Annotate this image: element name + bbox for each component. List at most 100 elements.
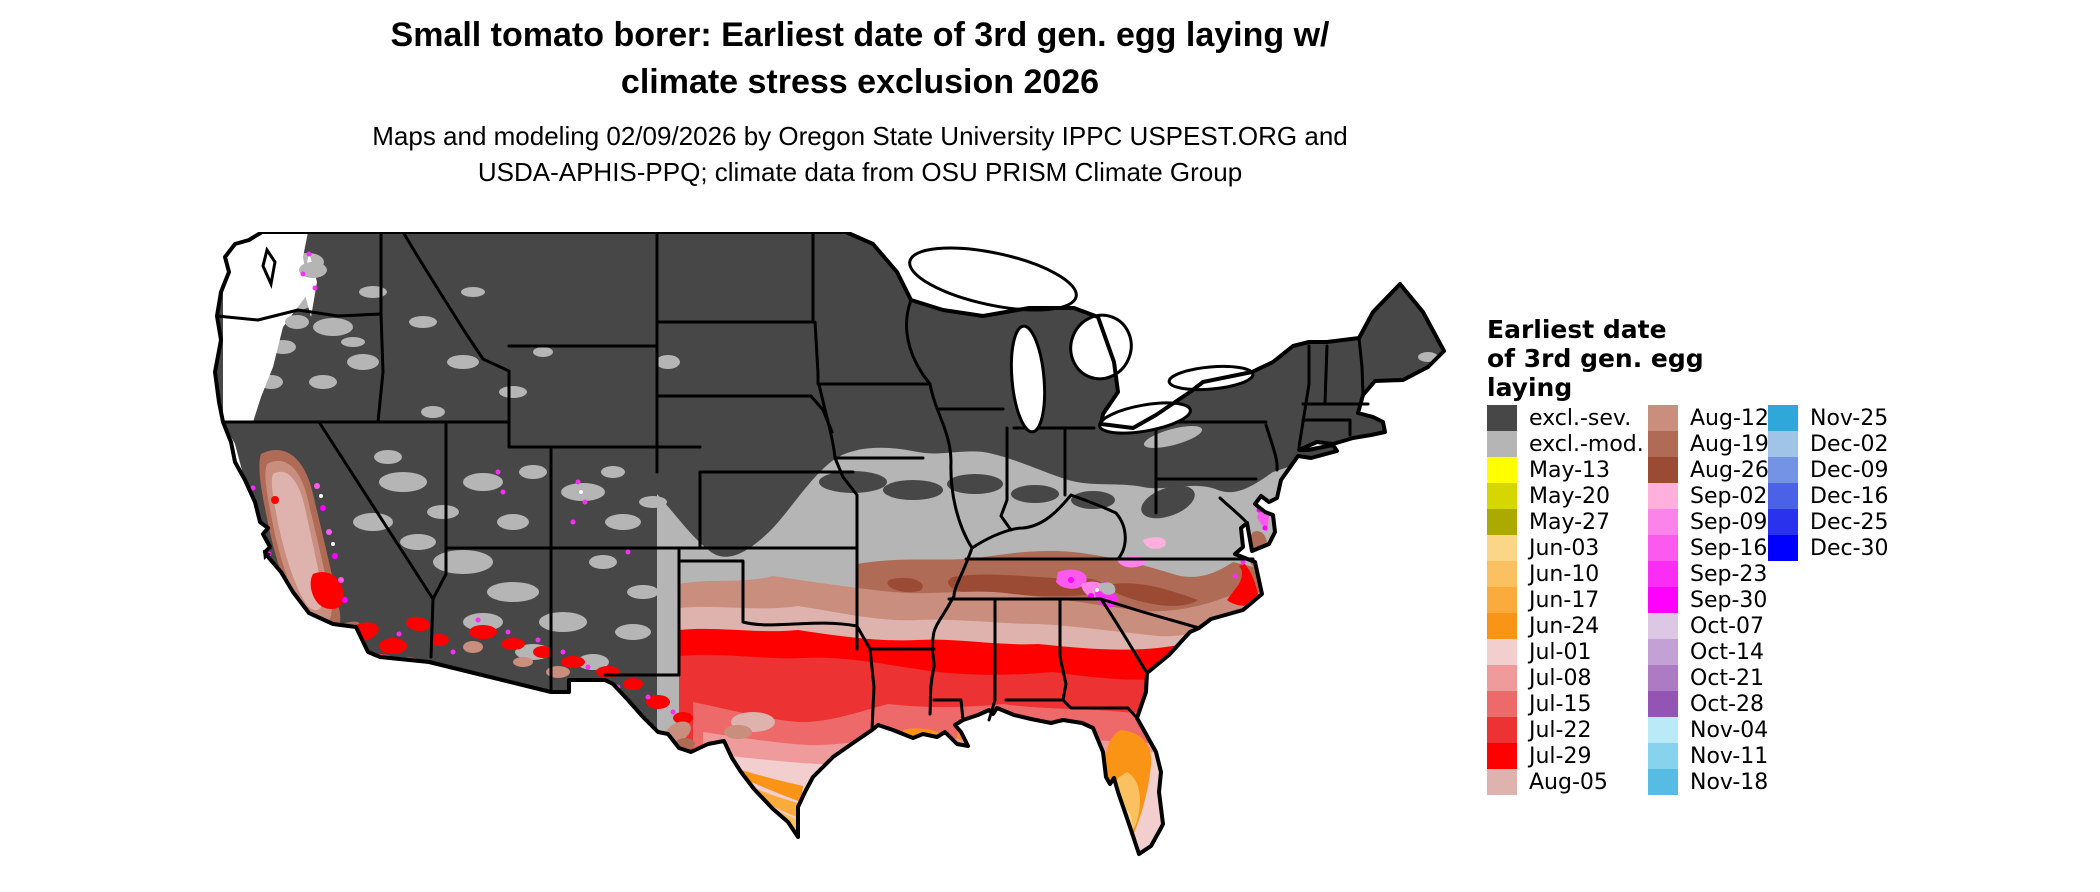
legend-label: Jul-08 (1529, 665, 1592, 691)
legend-label: Dec-09 (1810, 457, 1889, 483)
legend-label: Oct-07 (1690, 613, 1764, 639)
legend-entry: Jun-03 (1487, 535, 1644, 561)
legend-label: Nov-11 (1690, 743, 1769, 769)
region-dark-patches (819, 471, 1195, 519)
legend-title-line1: Earliest date (1487, 315, 1667, 344)
legend-swatch-sep09 (1648, 509, 1678, 535)
legend-label: May-13 (1529, 457, 1611, 483)
legend-entry: excl.-mod. (1487, 431, 1644, 457)
legend-swatch-may13 (1487, 457, 1517, 483)
legend-label: excl.-sev. (1529, 405, 1632, 431)
legend-label: Sep-23 (1690, 561, 1768, 587)
legend-entry: Sep-30 (1648, 587, 1769, 613)
legend-swatch-oct21 (1648, 665, 1678, 691)
great-lakes (261, 246, 1255, 435)
legend-label: Jun-03 (1529, 535, 1600, 561)
legend-label: Jul-29 (1529, 743, 1592, 769)
legend-label: Dec-02 (1810, 431, 1889, 457)
legend-entry: Sep-02 (1648, 483, 1769, 509)
legend-swatch-jun10 (1487, 561, 1517, 587)
legend-entry: Oct-14 (1648, 639, 1769, 665)
legend-swatch-dec30 (1768, 535, 1798, 561)
state-borders (215, 232, 1370, 732)
legend-swatch-sep30 (1648, 587, 1678, 613)
legend-swatch-oct14 (1648, 639, 1678, 665)
legend-label: Aug-05 (1529, 769, 1608, 795)
lake-ontario (1167, 364, 1255, 392)
legend-swatch-oct07 (1648, 613, 1678, 639)
legend-entry: Sep-09 (1648, 509, 1769, 535)
legend-entry: Jul-29 (1487, 743, 1644, 769)
legend-entry: Nov-11 (1648, 743, 1769, 769)
legend-entry: Nov-18 (1648, 769, 1769, 795)
legend-swatch-excl_mod (1487, 431, 1517, 457)
legend-label: Nov-18 (1690, 769, 1769, 795)
legend-swatch-jun17 (1487, 587, 1517, 613)
map-title: Small tomato borer: Earliest date of 3rd… (0, 12, 1720, 106)
legend-label: Dec-25 (1810, 509, 1889, 535)
legend-entry: Jul-15 (1487, 691, 1644, 717)
legend-label: Jun-24 (1529, 613, 1600, 639)
legend-entry: Oct-28 (1648, 691, 1769, 717)
legend-column-1: Aug-12 Aug-19 Aug-26 Sep-02 Sep-09 Sep-16 Sep-… (1648, 405, 1769, 795)
legend-label: Oct-14 (1690, 639, 1764, 665)
legend-swatch-dec16 (1768, 483, 1798, 509)
legend-label: May-20 (1529, 483, 1611, 509)
legend-swatch-jul15 (1487, 691, 1517, 717)
legend-entry: Jun-24 (1487, 613, 1644, 639)
legend-swatch-excl_sev (1487, 405, 1517, 431)
legend-swatch-sep23 (1648, 561, 1678, 587)
legend-label: Sep-02 (1690, 483, 1768, 509)
legend-swatch-nov25 (1768, 405, 1798, 431)
legend-swatch-jun24 (1487, 613, 1517, 639)
legend-label: Aug-26 (1690, 457, 1769, 483)
legend-label: Dec-16 (1810, 483, 1889, 509)
legend-label: Jul-01 (1529, 639, 1592, 665)
legend-entry: Nov-25 (1768, 405, 1889, 431)
region-pacific-northwest-white (223, 232, 327, 422)
legend-swatch-aug19 (1648, 431, 1678, 457)
map-subtitle-line2: USDA-APHIS-PPQ; climate data from OSU PR… (477, 157, 1243, 187)
legend-label: Nov-04 (1690, 717, 1769, 743)
legend-column-0: excl.-sev. excl.-mod. May-13 May-20 May-27 Ju… (1487, 405, 1644, 795)
legend-swatch-nov11 (1648, 743, 1678, 769)
region-appalachian-magenta (1056, 502, 1269, 608)
legend-swatch-sep16 (1648, 535, 1678, 561)
us-map (213, 232, 1446, 856)
legend-swatch-jul01 (1487, 639, 1517, 665)
map-title-line2: climate stress exclusion 2026 (620, 63, 1100, 101)
legend-swatch-aug12 (1648, 405, 1678, 431)
legend-entry: Jul-08 (1487, 665, 1644, 691)
legend-entry: Aug-05 (1487, 769, 1644, 795)
legend-column-2: Nov-25 Dec-02 Dec-09 Dec-16 Dec-25 Dec-30 (1768, 405, 1889, 561)
legend-swatch-dec02 (1768, 431, 1798, 457)
legend-label: Jun-17 (1529, 587, 1600, 613)
legend-entry: Dec-25 (1768, 509, 1889, 535)
legend-entry: excl.-sev. (1487, 405, 1644, 431)
legend-entry: May-27 (1487, 509, 1644, 535)
legend-label: Dec-30 (1810, 535, 1889, 561)
legend-swatch-oct28 (1648, 691, 1678, 717)
lake-superior (908, 246, 1078, 312)
legend-label: Aug-19 (1690, 431, 1769, 457)
legend-columns: excl.-sev. excl.-mod. May-13 May-20 May-27 Ju… (1487, 405, 2047, 805)
legend-entry: Oct-21 (1648, 665, 1769, 691)
legend-entry: Nov-04 (1648, 717, 1769, 743)
legend-swatch-jul29 (1487, 743, 1517, 769)
legend-swatch-dec25 (1768, 509, 1798, 535)
map-subtitle: Maps and modeling 02/09/2026 by Oregon S… (0, 118, 1720, 190)
legend-entry: Jul-22 (1487, 717, 1644, 743)
legend-entry: Jul-01 (1487, 639, 1644, 665)
legend-entry: Aug-12 (1648, 405, 1769, 431)
legend-label: Sep-16 (1690, 535, 1768, 561)
legend-label: Oct-28 (1690, 691, 1764, 717)
legend-entry: Dec-16 (1768, 483, 1889, 509)
map-subtitle-line1: Maps and modeling 02/09/2026 by Oregon S… (372, 121, 1348, 151)
legend-label: excl.-mod. (1529, 431, 1644, 457)
legend-swatch-aug26 (1648, 457, 1678, 483)
legend-label: Sep-30 (1690, 587, 1768, 613)
legend-label: Jul-22 (1529, 717, 1592, 743)
legend-swatch-jul22 (1487, 717, 1517, 743)
region-cape-hatteras-red (1227, 564, 1259, 606)
